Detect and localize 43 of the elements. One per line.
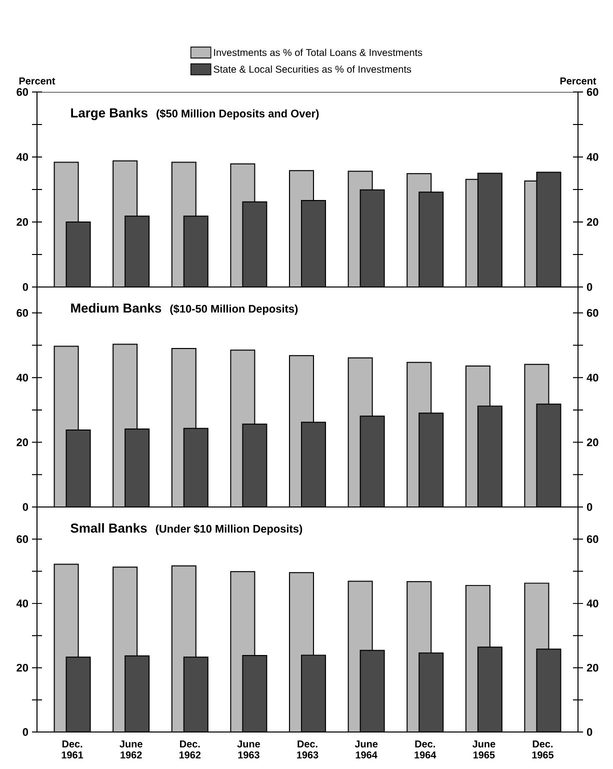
text: (Under $10 Million Deposits)	[156, 524, 302, 535]
y-tick-label: 60	[16, 535, 28, 544]
text: Medium Banks	[71, 303, 162, 313]
y2-tick-label: 40	[586, 374, 598, 382]
text: ($10-50 Million Deposits)	[170, 304, 298, 315]
x-tick-label: Dec. 1964	[414, 740, 436, 758]
y-tick-label: 60	[16, 309, 28, 317]
y2-tick-label: 20	[586, 664, 598, 672]
y-tick-label: 0	[22, 283, 28, 291]
y2-tick-label: 0	[586, 503, 592, 511]
legend-label: State & Local Securities as % of Investments	[214, 65, 412, 73]
x-tick-label: June 1962	[120, 740, 142, 758]
y2-tick-label: 40	[586, 153, 598, 161]
x-tick-label: Dec. 1962	[179, 740, 201, 758]
y-tick-label: 40	[16, 600, 28, 608]
text: Large Banks	[71, 108, 148, 120]
text: ($50 Million Deposits and Over)	[156, 109, 319, 120]
x-tick-label: June 1965	[472, 740, 496, 758]
y-tick-label: 20	[16, 664, 28, 672]
y2-tick-label: 20	[586, 438, 598, 446]
x-tick-label: Dec. 1961	[62, 740, 84, 758]
y-tick-label: 0	[22, 728, 28, 736]
x-tick-label: June 1964	[354, 740, 378, 758]
x-tick-label: June 1963	[237, 740, 260, 758]
y-tick-label: 20	[16, 218, 28, 226]
y2-tick-label: 0	[586, 283, 592, 291]
y-tick-label: 20	[16, 438, 28, 446]
y2-tick-label: 0	[586, 728, 592, 736]
y2-tick-label: 60	[586, 309, 598, 317]
y-axis-title: Percent	[19, 78, 56, 84]
y-tick-label: 40	[16, 153, 28, 161]
x-tick-label: Dec. 1963	[297, 740, 318, 758]
legend-label: Investments as % of Total Loans & Investments	[214, 48, 422, 56]
y-tick-label: 60	[16, 88, 28, 96]
text: Small Banks	[70, 523, 147, 533]
x-tick-label: Dec. 1965	[532, 740, 554, 758]
y-tick-label: 0	[22, 503, 28, 511]
y2-tick-label: 40	[586, 600, 598, 608]
y2-axis-title: Percent	[560, 78, 596, 84]
y2-tick-label: 60	[586, 88, 598, 96]
y2-tick-label: 20	[586, 218, 598, 226]
y2-tick-label: 60	[586, 535, 598, 544]
y-tick-label: 40	[16, 374, 28, 382]
